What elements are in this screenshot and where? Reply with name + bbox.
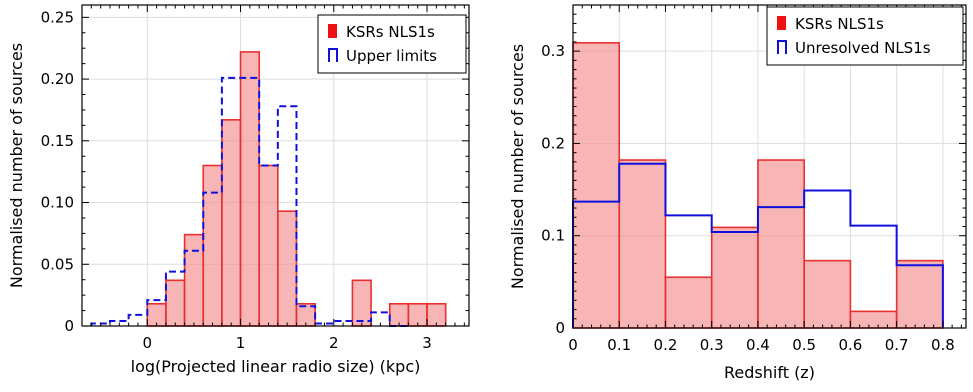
histogram-bar xyxy=(351,279,372,327)
x-tick-label: 0.4 xyxy=(746,336,770,354)
legend-box xyxy=(766,6,964,66)
histogram-bar xyxy=(757,159,805,329)
histogram-bar xyxy=(258,164,279,327)
y-tick-label: 0.3 xyxy=(541,42,565,60)
y-axis-label: Normalised number of sources xyxy=(7,43,26,288)
x-tick-label: 0.5 xyxy=(792,336,816,354)
y-tick-label: 0.10 xyxy=(41,194,74,212)
legend-swatch-dashed-step xyxy=(328,48,338,62)
y-tick-label: 0.15 xyxy=(41,132,74,150)
histogram-bar xyxy=(895,259,944,329)
histogram-bar xyxy=(277,210,298,327)
x-tick-label: 2 xyxy=(329,334,339,352)
legend: KSRs NLS1s Upper limits xyxy=(317,14,467,74)
histogram-bar xyxy=(239,51,260,327)
y-tick-label: 0.2 xyxy=(541,134,565,152)
x-tick-label: 0.3 xyxy=(700,336,724,354)
axes-frame xyxy=(81,4,470,327)
legend: KSRs NLS1s Unresolved NLS1s xyxy=(766,6,964,66)
y-tick-label: 0.1 xyxy=(541,227,565,245)
x-tick-label: 3 xyxy=(422,334,432,352)
y-tick-label: 0.25 xyxy=(41,8,74,26)
legend-swatch-filled xyxy=(328,24,337,38)
histogram-bar xyxy=(183,233,205,327)
histogram-bar xyxy=(202,164,223,327)
x-tick-label: 0.6 xyxy=(838,336,862,354)
legend-label: Upper limits xyxy=(346,47,437,65)
axes-frame xyxy=(572,4,967,329)
x-tick-label: 0 xyxy=(143,334,153,352)
y-tick-label: 0.20 xyxy=(41,70,74,88)
histogram-bar xyxy=(664,276,713,329)
step-line-unresolved-nls1s xyxy=(572,162,944,328)
y-tick-label: 0.05 xyxy=(41,255,74,273)
right-histogram-panel: 0 0.1 0.2 0.3 0 0.1 0.2 0.3 0.4 0.5 0.6 0.7 0.8 Redsh… xyxy=(508,4,967,382)
x-tick-label: 0.1 xyxy=(607,336,631,354)
legend-label: KSRs NLS1s xyxy=(795,15,884,33)
legend-box xyxy=(317,14,467,74)
histogram-bar xyxy=(710,226,759,329)
histogram-bar xyxy=(849,310,898,329)
y-tick-label: 0 xyxy=(64,317,74,335)
series-bars-ksrs-nls1s xyxy=(572,42,944,329)
histogram-bar xyxy=(165,279,186,327)
x-axis-label: Redshift (z) xyxy=(724,363,815,382)
histogram-bar xyxy=(221,119,242,327)
x-tick-label: 0 xyxy=(568,336,578,354)
legend-label: Unresolved NLS1s xyxy=(795,39,931,57)
histogram-bar xyxy=(572,42,621,329)
histogram-bar xyxy=(618,159,667,329)
legend-swatch-step xyxy=(777,40,787,54)
x-axis-label: log(Projected linear radio size) (kpc) xyxy=(131,357,421,376)
x-tick-label: 1 xyxy=(236,334,246,352)
legend-label: KSRs NLS1s xyxy=(346,23,435,41)
x-tick-label: 0.8 xyxy=(931,336,955,354)
y-axis-label: Normalised number of sources xyxy=(508,44,527,289)
ticks xyxy=(82,5,469,327)
x-tick-label: 0.7 xyxy=(885,336,909,354)
series-bars-ksrs-nls1s xyxy=(146,51,447,327)
step-line-upper-limits xyxy=(90,76,409,327)
legend-swatch-filled xyxy=(777,16,786,30)
x-tick-label: 0.2 xyxy=(654,336,678,354)
y-tick-label: 0 xyxy=(555,319,565,337)
histogram-bar xyxy=(803,259,852,329)
